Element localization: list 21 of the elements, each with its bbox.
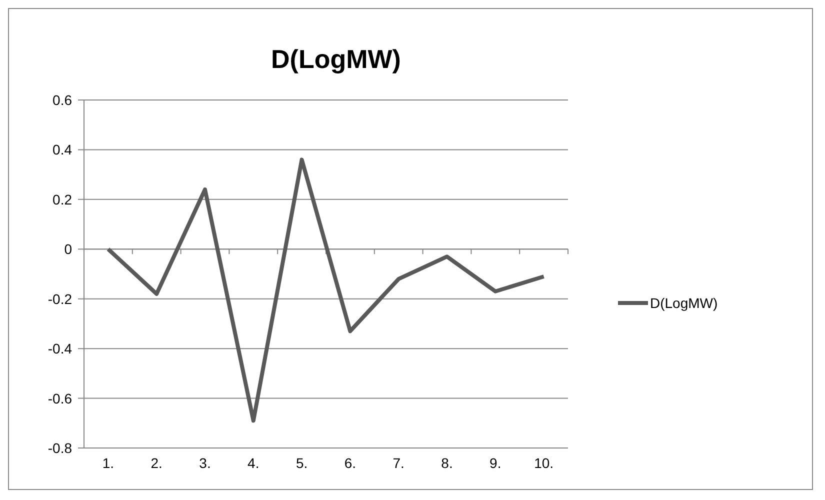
x-tick-label: 7. xyxy=(392,455,404,471)
x-tick-label: 9. xyxy=(490,455,502,471)
x-tick-label: 8. xyxy=(441,455,453,471)
y-tick-label: -0.8 xyxy=(48,440,72,456)
x-tick-label: 5. xyxy=(296,455,308,471)
y-tick-label: -0.2 xyxy=(48,290,72,307)
x-tick-label: 4. xyxy=(248,455,260,471)
legend-label: D(LogMW) xyxy=(650,295,718,311)
x-tick-label: 3. xyxy=(199,455,211,471)
line-series xyxy=(106,158,546,423)
chart-title: D(LogMW) xyxy=(271,44,401,74)
x-tick-label: 2. xyxy=(150,455,162,471)
y-tick-label: 0.6 xyxy=(52,92,72,108)
y-tick-label: 0 xyxy=(64,241,72,258)
y-tick-label: -0.6 xyxy=(48,390,72,406)
y-tick-label: 0.4 xyxy=(52,142,72,158)
y-tick-label: 0.2 xyxy=(52,191,72,208)
x-tick-label: 10. xyxy=(534,455,554,471)
y-tick-label: -0.4 xyxy=(48,340,72,357)
x-tick-label: 1. xyxy=(102,455,114,471)
x-tick-label: 6. xyxy=(344,455,356,471)
